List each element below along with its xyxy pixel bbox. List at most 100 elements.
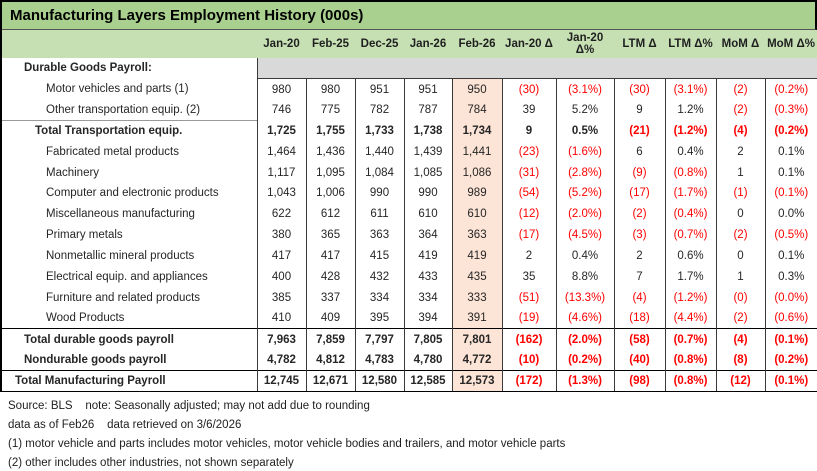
table-row: Nondurable goods payroll 4,782 4,812 4,783 4… — [2, 349, 817, 371]
cell: 782 — [354, 99, 404, 121]
cell: (0) — [715, 287, 765, 309]
cell: 419 — [403, 245, 452, 267]
cell: (1.6%) — [555, 141, 614, 163]
table-body: Durable Goods Payroll: Motor vehicles and… — [2, 58, 817, 392]
cell: (18) — [613, 308, 665, 329]
cell: 334 — [403, 287, 452, 309]
cell: 12,585 — [403, 370, 452, 392]
cell: (0.4%) — [664, 203, 716, 225]
cell: 380 — [256, 224, 306, 246]
row-label: Nonmetallic mineral products — [46, 250, 195, 263]
cell: 6 — [613, 141, 665, 163]
cell: (4) — [715, 120, 765, 142]
cell: 334 — [354, 287, 404, 309]
cell: (0.2%) — [555, 349, 614, 371]
cell: (9) — [613, 162, 665, 184]
cell: 980 — [305, 78, 355, 100]
cell: 1.7% — [664, 266, 716, 288]
column-header: Jan-20 Δ — [505, 38, 553, 50]
label-column-header — [2, 30, 257, 58]
cell: (0.8%) — [664, 349, 716, 371]
table-row: Nonmetallic mineral products 417 417 415 419… — [2, 245, 817, 267]
cell: 1,439 — [403, 141, 452, 163]
cell: (31) — [501, 162, 556, 184]
cell: 980 — [256, 78, 306, 100]
cell: (2) — [613, 203, 665, 225]
section-band — [256, 58, 817, 80]
footnote-1: (1) motor vehicle and parts includes mot… — [8, 438, 566, 450]
cell: 385 — [256, 287, 306, 309]
cell: (0.6%) — [764, 308, 817, 329]
cell: 12,671 — [305, 370, 355, 392]
cell: (2) — [715, 78, 765, 100]
cell: 1,084 — [354, 162, 404, 184]
row-label: Nondurable goods payroll — [24, 353, 167, 366]
cell: (1.3%) — [555, 370, 614, 392]
cell: 0.4% — [555, 245, 614, 267]
cell: (5.2%) — [555, 183, 614, 204]
cell: (0.5%) — [764, 224, 817, 246]
row-label: Machinery — [46, 166, 100, 179]
cell: 4,780 — [403, 349, 452, 371]
cell: 400 — [256, 266, 306, 288]
cell: (54) — [501, 183, 556, 204]
cell: 784 — [451, 99, 502, 121]
column-header: Feb-25 — [311, 38, 350, 50]
column-header: Jan-20 Δ% — [566, 32, 604, 56]
column-header: MoM Δ — [721, 38, 760, 50]
row-label: Electrical equip. and appliances — [46, 270, 208, 283]
cell: 787 — [403, 99, 452, 121]
footnote-asof: data as of Feb26 data retrieved on 3/6/2… — [8, 419, 242, 431]
cell: 12,573 — [451, 370, 502, 392]
row-label: Total Manufacturing Payroll — [2, 370, 257, 392]
cell: 0.3% — [764, 266, 817, 288]
column-header: MoM Δ% — [767, 38, 815, 50]
cell: 4,812 — [305, 349, 355, 371]
cell: 432 — [354, 266, 404, 288]
cell: 0.1% — [764, 245, 817, 267]
cell: 990 — [354, 183, 404, 204]
cell: (12) — [715, 370, 765, 392]
cell: (2.0%) — [555, 203, 614, 225]
cell: 363 — [354, 224, 404, 246]
row-label: Durable Goods Payroll: — [24, 62, 152, 75]
cell: (0.2%) — [764, 120, 817, 142]
cell: (2) — [715, 99, 765, 121]
column-header: Feb-26 — [458, 38, 496, 50]
cell: 394 — [403, 308, 452, 329]
table-row: Wood Products 410 409 395 394 391 (19) (4.6%) (1… — [2, 308, 817, 329]
cell: (1.2%) — [664, 287, 716, 309]
cell: (1) — [715, 183, 765, 204]
table-row: Miscellaneous manufacturing 622 612 611 610 6… — [2, 203, 817, 225]
table-row: Furniture and related products 385 337 334 3… — [2, 287, 817, 309]
cell: 7,801 — [451, 328, 502, 350]
cell: 0.1% — [764, 162, 817, 184]
cell: (0.0%) — [764, 287, 817, 309]
employment-table: Jan-20 Feb-25 Dec-25 Jan-26 Feb-26 Jan-20 Δ Ja… — [2, 30, 817, 392]
header-row: Jan-20 Feb-25 Dec-25 Jan-26 Feb-26 Jan-20 Δ Ja… — [2, 30, 817, 58]
table-row: Total Transportation equip. 1,725 1,755 1,7… — [2, 120, 817, 142]
cell: 12,580 — [354, 370, 404, 392]
cell: 775 — [305, 99, 355, 121]
page-title: Manufacturing Layers Employment History … — [2, 2, 817, 30]
cell: (58) — [613, 328, 665, 350]
cell: 1,006 — [305, 183, 355, 204]
cell: 2 — [715, 141, 765, 163]
footnotes: Source: BLS note: Seasonally adjusted; m… — [0, 392, 817, 471]
table-row: Electrical equip. and appliances 400 428 43… — [2, 266, 817, 288]
cell: (0.1%) — [764, 370, 817, 392]
cell: 419 — [451, 245, 502, 267]
cell: 1,733 — [354, 120, 404, 142]
column-header: Dec-25 — [360, 38, 399, 50]
cell: 0 — [715, 203, 765, 225]
cell: 1,738 — [403, 120, 452, 142]
cell: (4.6%) — [555, 308, 614, 329]
cell: 2 — [501, 245, 556, 267]
row-label: Wood Products — [46, 312, 125, 325]
cell: 951 — [354, 78, 404, 100]
cell: 39 — [501, 99, 556, 121]
cell: 1,086 — [451, 162, 502, 184]
table-row: Total durable goods payroll 7,963 7,859 7,7… — [2, 328, 817, 350]
table-row: Computer and electronic products 1,043 1,0… — [2, 183, 817, 204]
cell: 9 — [501, 120, 556, 142]
